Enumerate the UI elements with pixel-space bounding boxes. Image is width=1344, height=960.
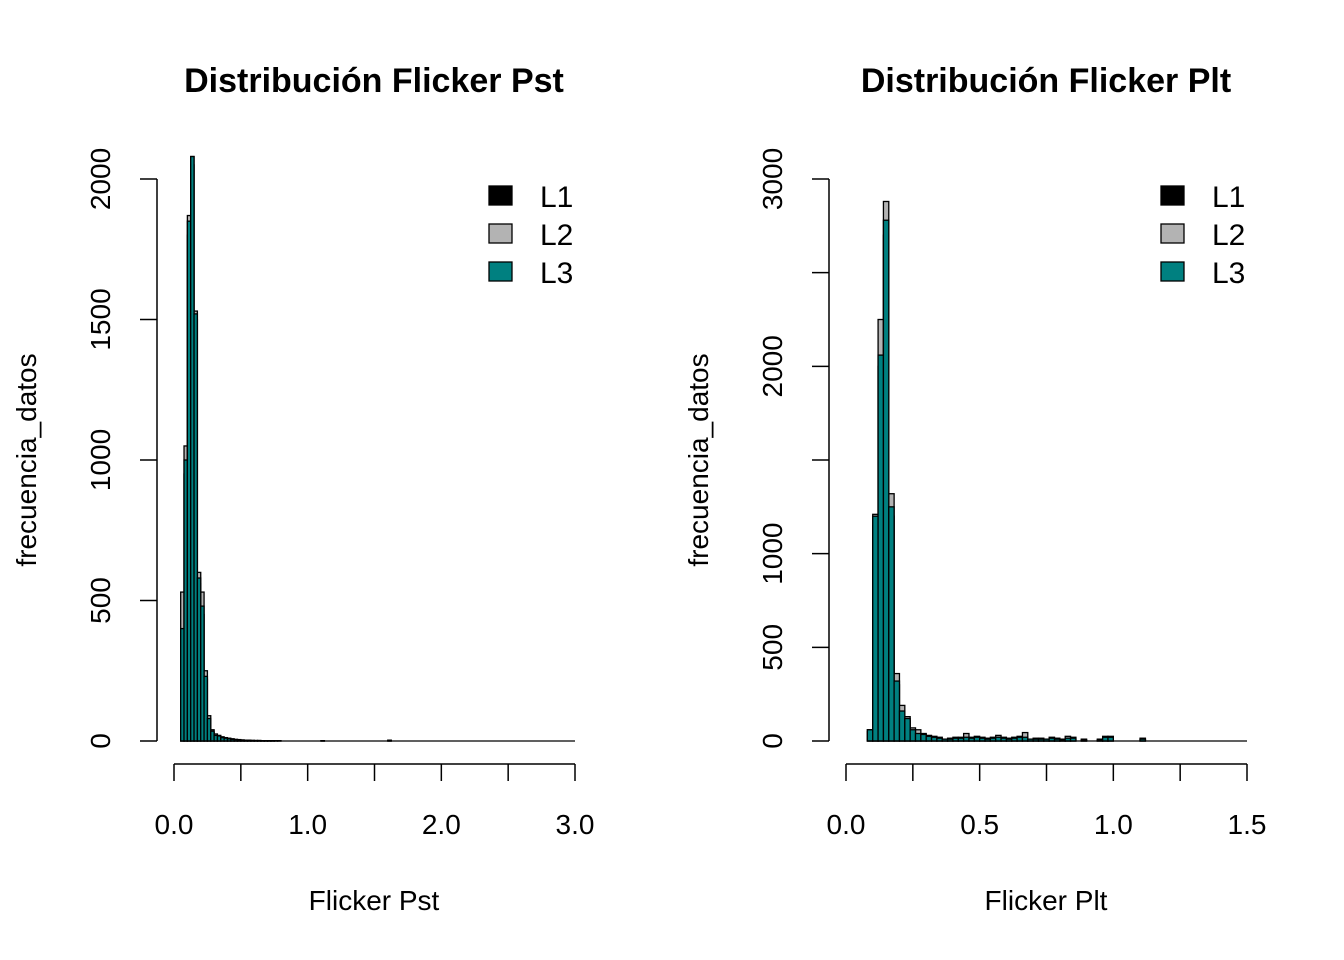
panel-flicker-pst: Distribución Flicker Pst Flicker Pst fre… [11,62,594,916]
y-axis-label: frecuencia_datos [683,353,714,566]
legend-swatch-L2 [488,223,513,244]
panel-flicker-plt: Distribución Flicker Plt Flicker Plt fre… [683,62,1266,916]
y-axis: 0 500 1000 1500 2000 [85,148,158,749]
bar-L3-7 [904,717,911,742]
bar-L3-2 [877,354,885,742]
legend: L1 L2 L3 [488,181,573,290]
x-tick-label: 0.0 [827,809,866,840]
bar-L3-10 [920,733,927,742]
bars [180,155,392,742]
legend-swatch-L3 [488,261,513,282]
bar-L3-8 [909,729,917,742]
y-tick-label: 1000 [757,523,788,585]
chart-title: Distribución Flicker Pst [184,62,564,100]
bars [866,200,1147,742]
x-tick-label: 3.0 [556,809,595,840]
x-tick-label: 2.0 [422,809,461,840]
x-tick-label: 0.5 [960,809,999,840]
bar-L3-0 [866,729,874,742]
y-axis: 0 500 1000 2000 3000 [757,148,830,749]
y-tick-label: 1500 [85,288,116,350]
x-axis: 0.0 1.0 2.0 3.0 [155,763,595,840]
legend-swatch-L3 [1160,261,1185,282]
bar-L3-4 [888,506,895,742]
y-tick-label: 0 [85,733,116,749]
legend-label-L2: L2 [540,219,573,252]
x-axis: 0.0 0.5 1.0 1.5 [827,763,1267,840]
x-tick-label: 1.5 [1228,809,1267,840]
x-axis-label: Flicker Plt [985,885,1108,916]
x-axis-label: Flicker Pst [309,885,440,916]
y-tick-label: 2000 [757,335,788,397]
legend-label-L2: L2 [1212,219,1245,252]
y-tick-label: 2000 [85,148,116,210]
y-axis-label: frecuencia_datos [11,353,42,566]
legend-label-L3: L3 [540,257,573,290]
chart-title: Distribución Flicker Plt [861,62,1231,100]
y-tick-label: 1000 [85,429,116,491]
legend-swatch-L1 [1160,185,1185,206]
y-tick-label: 500 [85,577,116,624]
legend-label-L1: L1 [540,181,573,214]
bar-L3-3 [882,219,890,742]
y-tick-label: 0 [757,733,788,749]
x-tick-label: 1.0 [288,809,327,840]
bar-L3-9 [914,732,922,742]
bar-L3-5 [893,680,901,742]
x-tick-label: 0.0 [155,809,194,840]
legend-swatch-L2 [1160,223,1185,244]
bar-L3-11 [925,735,933,742]
legend-label-L3: L3 [1212,257,1245,290]
y-tick-label: 3000 [757,148,788,210]
legend: L1 L2 L3 [1160,181,1245,290]
bar-L3-6 [898,710,906,742]
legend-label-L1: L1 [1212,181,1245,214]
x-tick-label: 1.0 [1094,809,1133,840]
y-tick-label: 500 [757,624,788,671]
bar-L3-1 [872,515,879,742]
legend-swatch-L1 [488,185,513,206]
